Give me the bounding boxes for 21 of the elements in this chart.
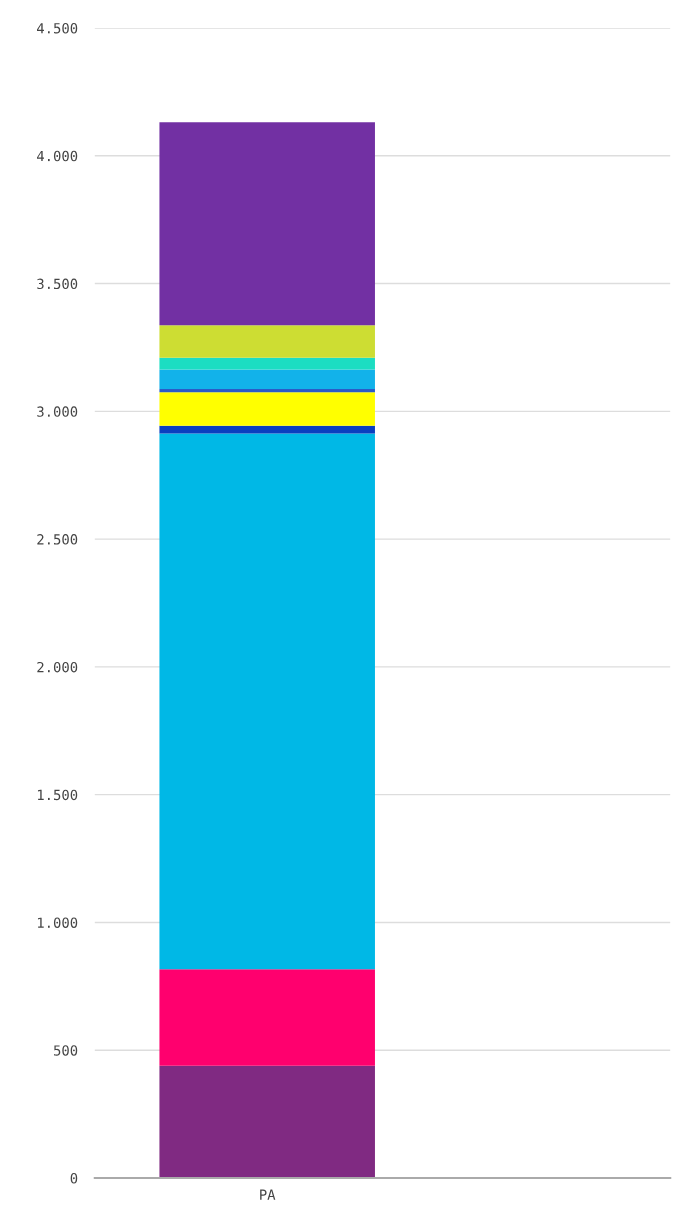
x-tick-label: PA [260,1189,276,1200]
bar [159,325,375,358]
y-tick-label: 2.000 [37,661,78,673]
bar [159,389,375,393]
bar [159,369,375,390]
y-tick-label: 3.000 [37,406,78,417]
bar [159,425,375,434]
bar [159,122,375,326]
y-tick-label: 0 [70,1173,78,1184]
y-tick-label: 2.500 [37,534,78,545]
y-tick-label: 4.500 [37,23,78,34]
y-tick-label: 3.500 [37,278,78,290]
y-tick-label: 500 [54,1045,78,1056]
bar [159,392,375,426]
y-tick-label: 1.500 [37,789,78,801]
bar [159,1065,375,1178]
bar [159,357,375,370]
y-tick-label: 1.000 [37,917,78,928]
y-tick-label: 4.000 [37,150,78,162]
bar [159,433,375,970]
bar [159,969,375,1066]
